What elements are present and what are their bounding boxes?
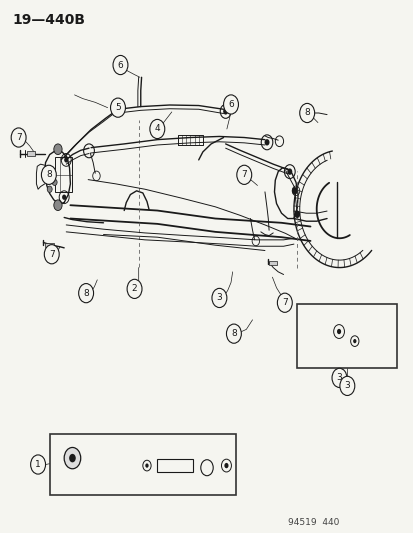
Circle shape: [110, 98, 125, 117]
Text: 4: 4: [154, 125, 160, 133]
Bar: [27, 151, 35, 156]
Circle shape: [223, 108, 228, 115]
Circle shape: [113, 55, 128, 75]
Circle shape: [69, 454, 76, 462]
Circle shape: [352, 339, 356, 343]
Text: 3: 3: [216, 294, 222, 302]
Text: 5: 5: [115, 103, 121, 112]
Text: 6: 6: [228, 100, 233, 109]
Circle shape: [223, 95, 238, 114]
Circle shape: [264, 139, 269, 146]
Circle shape: [127, 279, 142, 298]
Bar: [297, 304, 396, 368]
Text: 7: 7: [16, 133, 21, 142]
Bar: [45, 243, 54, 247]
Circle shape: [41, 165, 56, 184]
Circle shape: [236, 165, 251, 184]
Circle shape: [44, 245, 59, 264]
Text: 1: 1: [35, 460, 41, 469]
Text: 7: 7: [49, 250, 55, 259]
Circle shape: [145, 463, 148, 468]
Circle shape: [226, 324, 241, 343]
Circle shape: [54, 200, 62, 211]
Circle shape: [64, 157, 68, 163]
Circle shape: [78, 284, 93, 303]
Circle shape: [287, 168, 292, 175]
Circle shape: [224, 463, 228, 469]
Circle shape: [211, 288, 226, 308]
Circle shape: [46, 170, 51, 176]
Bar: [157, 458, 192, 472]
Bar: [268, 261, 276, 265]
Circle shape: [47, 186, 52, 192]
Circle shape: [52, 179, 57, 185]
Circle shape: [150, 119, 164, 139]
Circle shape: [11, 128, 26, 147]
Text: 8: 8: [83, 289, 89, 297]
Bar: [55, 157, 71, 192]
Circle shape: [339, 376, 354, 395]
Circle shape: [294, 211, 299, 218]
Text: 8: 8: [46, 171, 52, 179]
Text: 3: 3: [336, 374, 342, 382]
Text: 8: 8: [230, 329, 236, 338]
Circle shape: [115, 106, 120, 112]
Circle shape: [64, 448, 81, 469]
Circle shape: [331, 368, 346, 387]
Circle shape: [62, 195, 66, 200]
Text: 7: 7: [281, 298, 287, 307]
Text: 3: 3: [344, 382, 349, 390]
Circle shape: [299, 103, 314, 123]
Bar: [50, 434, 235, 495]
Circle shape: [31, 455, 45, 474]
Circle shape: [291, 187, 297, 195]
Text: 6: 6: [117, 61, 123, 69]
Circle shape: [54, 144, 62, 155]
Text: 2: 2: [131, 285, 137, 293]
Circle shape: [277, 293, 292, 312]
Text: 8: 8: [304, 109, 309, 117]
Text: 19—440B: 19—440B: [12, 13, 85, 27]
Text: 94519  440: 94519 440: [287, 518, 338, 527]
Text: 7: 7: [241, 171, 247, 179]
Circle shape: [336, 329, 340, 334]
